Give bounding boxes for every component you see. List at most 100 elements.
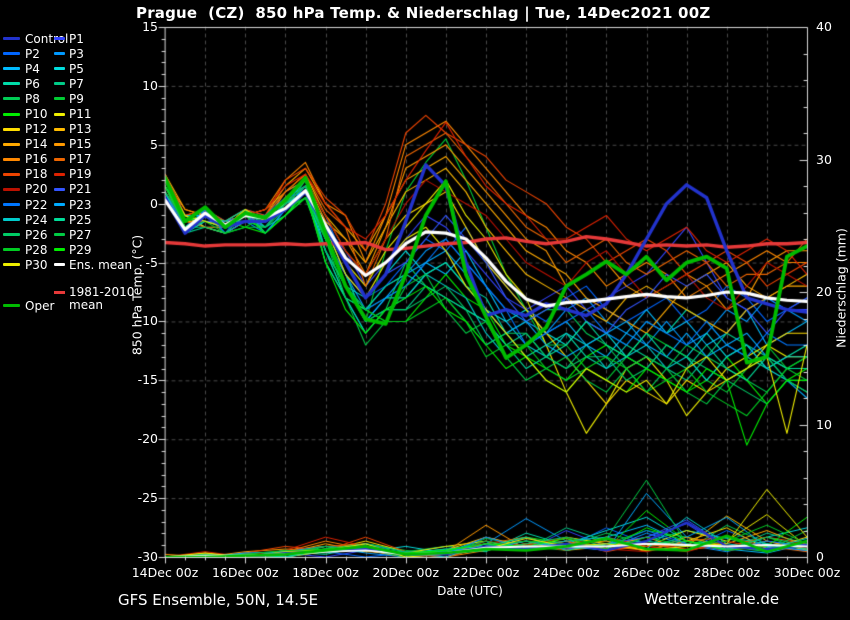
tick-label: 26Dec 00z — [613, 565, 680, 580]
legend-item-label: P13 — [69, 122, 92, 137]
legend-item-label: 1981-2010 mean — [69, 285, 135, 312]
legend-swatch — [54, 218, 65, 222]
legend-swatch — [54, 291, 65, 294]
legend-swatch — [54, 263, 65, 267]
legend-item-label: Ens. mean — [69, 257, 133, 272]
legend-swatch — [3, 112, 20, 116]
legend-swatch — [3, 82, 20, 86]
tick-label: 22Dec 00z — [452, 565, 520, 580]
legend-swatch — [54, 37, 65, 41]
legend-swatch — [3, 263, 20, 267]
legend-item-label: P1 — [69, 31, 84, 46]
tick-label: 20Dec 00z — [372, 565, 440, 580]
tick-label: 30Dec 00z — [773, 565, 841, 580]
tick-label: 10 — [142, 77, 158, 93]
legend-item-label: P24 — [25, 212, 48, 227]
legend-item-label: P26 — [25, 227, 48, 242]
legend-swatch — [54, 203, 65, 207]
legend-swatch — [3, 52, 20, 56]
tick-label: 40 — [816, 19, 832, 34]
legend-item: P26 — [3, 227, 68, 242]
legend-item-label: P20 — [25, 182, 48, 197]
legend-item-label: P12 — [25, 122, 48, 137]
legend-item: P12 — [3, 122, 68, 137]
legend-swatch — [3, 142, 20, 146]
tick-label: 24Dec 00z — [532, 565, 600, 580]
legend-item-label: P18 — [25, 167, 48, 182]
legend-item-label: P17 — [69, 152, 92, 167]
legend-item-label: Oper — [25, 298, 55, 313]
legend-swatch — [54, 112, 65, 116]
legend-swatch — [3, 248, 20, 252]
legend-item: P8 — [3, 91, 68, 106]
legend-column-1: Control P2 P4 P6 P8 P10 P12 P14 P16 P18 P20 P22 P24 P… — [3, 31, 68, 273]
legend-swatch — [3, 172, 20, 176]
legend-item: P2 — [3, 46, 68, 61]
legend-item: P13 — [54, 122, 132, 137]
legend-item: P19 — [54, 167, 132, 182]
legend-item: P14 — [3, 137, 68, 152]
legend-item: P18 — [3, 167, 68, 182]
legend-swatch — [54, 67, 65, 71]
legend-item-label: Control — [25, 31, 69, 46]
tick-label: 30 — [816, 151, 832, 167]
legend-item-label: P2 — [25, 46, 40, 61]
legend-swatch — [54, 82, 65, 86]
tick-label: -15 — [137, 372, 158, 388]
legend-item-label: P29 — [69, 242, 92, 257]
legend-swatch — [3, 203, 20, 207]
legend-item: Ens. mean — [54, 257, 132, 272]
site-credit-text: Wetterzentrale.de — [644, 590, 780, 608]
tick-label: -5 — [145, 254, 158, 270]
legend-swatch — [54, 142, 65, 146]
legend-item-label: P11 — [69, 107, 92, 122]
legend-item: P5 — [54, 61, 132, 76]
tick-label: 15 — [142, 19, 158, 34]
legend-swatch — [3, 157, 20, 161]
legend-item-label: P25 — [69, 212, 92, 227]
tick-label: 5 — [150, 136, 158, 152]
tick-label: -20 — [137, 431, 158, 447]
legend-item-label: P8 — [25, 91, 40, 106]
legend-item-label: P23 — [69, 197, 92, 212]
legend-item-label: P28 — [25, 242, 48, 257]
legend-swatch — [3, 67, 20, 71]
legend-swatch — [3, 97, 20, 101]
legend-item: P22 — [3, 197, 68, 212]
legend-item-label: P19 — [69, 167, 92, 182]
legend-item: P6 — [3, 76, 68, 91]
legend-item: P25 — [54, 212, 132, 227]
page-title: Prague (CZ) 850 hPa Temp. & Niederschlag… — [136, 4, 711, 22]
legend-swatch — [54, 157, 65, 161]
tick-label: 20 — [816, 284, 832, 299]
legend-swatch — [3, 37, 20, 41]
legend-item: P29 — [54, 242, 132, 257]
legend-item-oper: Oper — [3, 298, 54, 313]
legend-item-label: P6 — [25, 76, 40, 91]
model-info-text: GFS Ensemble, 50N, 14.5E — [118, 591, 319, 609]
right-axis-label: Niederschlag (mm) — [833, 228, 849, 348]
legend-item-label: P15 — [69, 137, 92, 152]
legend-item: P1 — [54, 31, 132, 46]
legend-item-label: P9 — [69, 91, 84, 106]
legend-item: P3 — [54, 46, 132, 61]
legend-item-label: P21 — [69, 182, 92, 197]
legend-item-label: P14 — [25, 137, 48, 152]
legend-item-label: P30 — [25, 257, 48, 272]
legend-item: P20 — [3, 182, 68, 197]
legend-item-label: P5 — [69, 61, 84, 76]
legend-item: P9 — [54, 91, 132, 106]
legend-swatch — [54, 172, 65, 176]
legend-item: P11 — [54, 106, 132, 121]
legend-item: P10 — [3, 106, 68, 121]
legend-item-label: P7 — [69, 76, 84, 91]
legend-swatch — [3, 233, 20, 237]
tick-label: 10 — [816, 416, 832, 432]
tick-label: -25 — [137, 490, 158, 506]
x-axis-label: Date (UTC) — [437, 584, 503, 598]
legend-item: P24 — [3, 212, 68, 227]
tick-label: -10 — [137, 313, 158, 329]
legend-item: P23 — [54, 197, 132, 212]
tick-label: 16Dec 00z — [211, 565, 279, 580]
legend-item: P16 — [3, 152, 68, 167]
